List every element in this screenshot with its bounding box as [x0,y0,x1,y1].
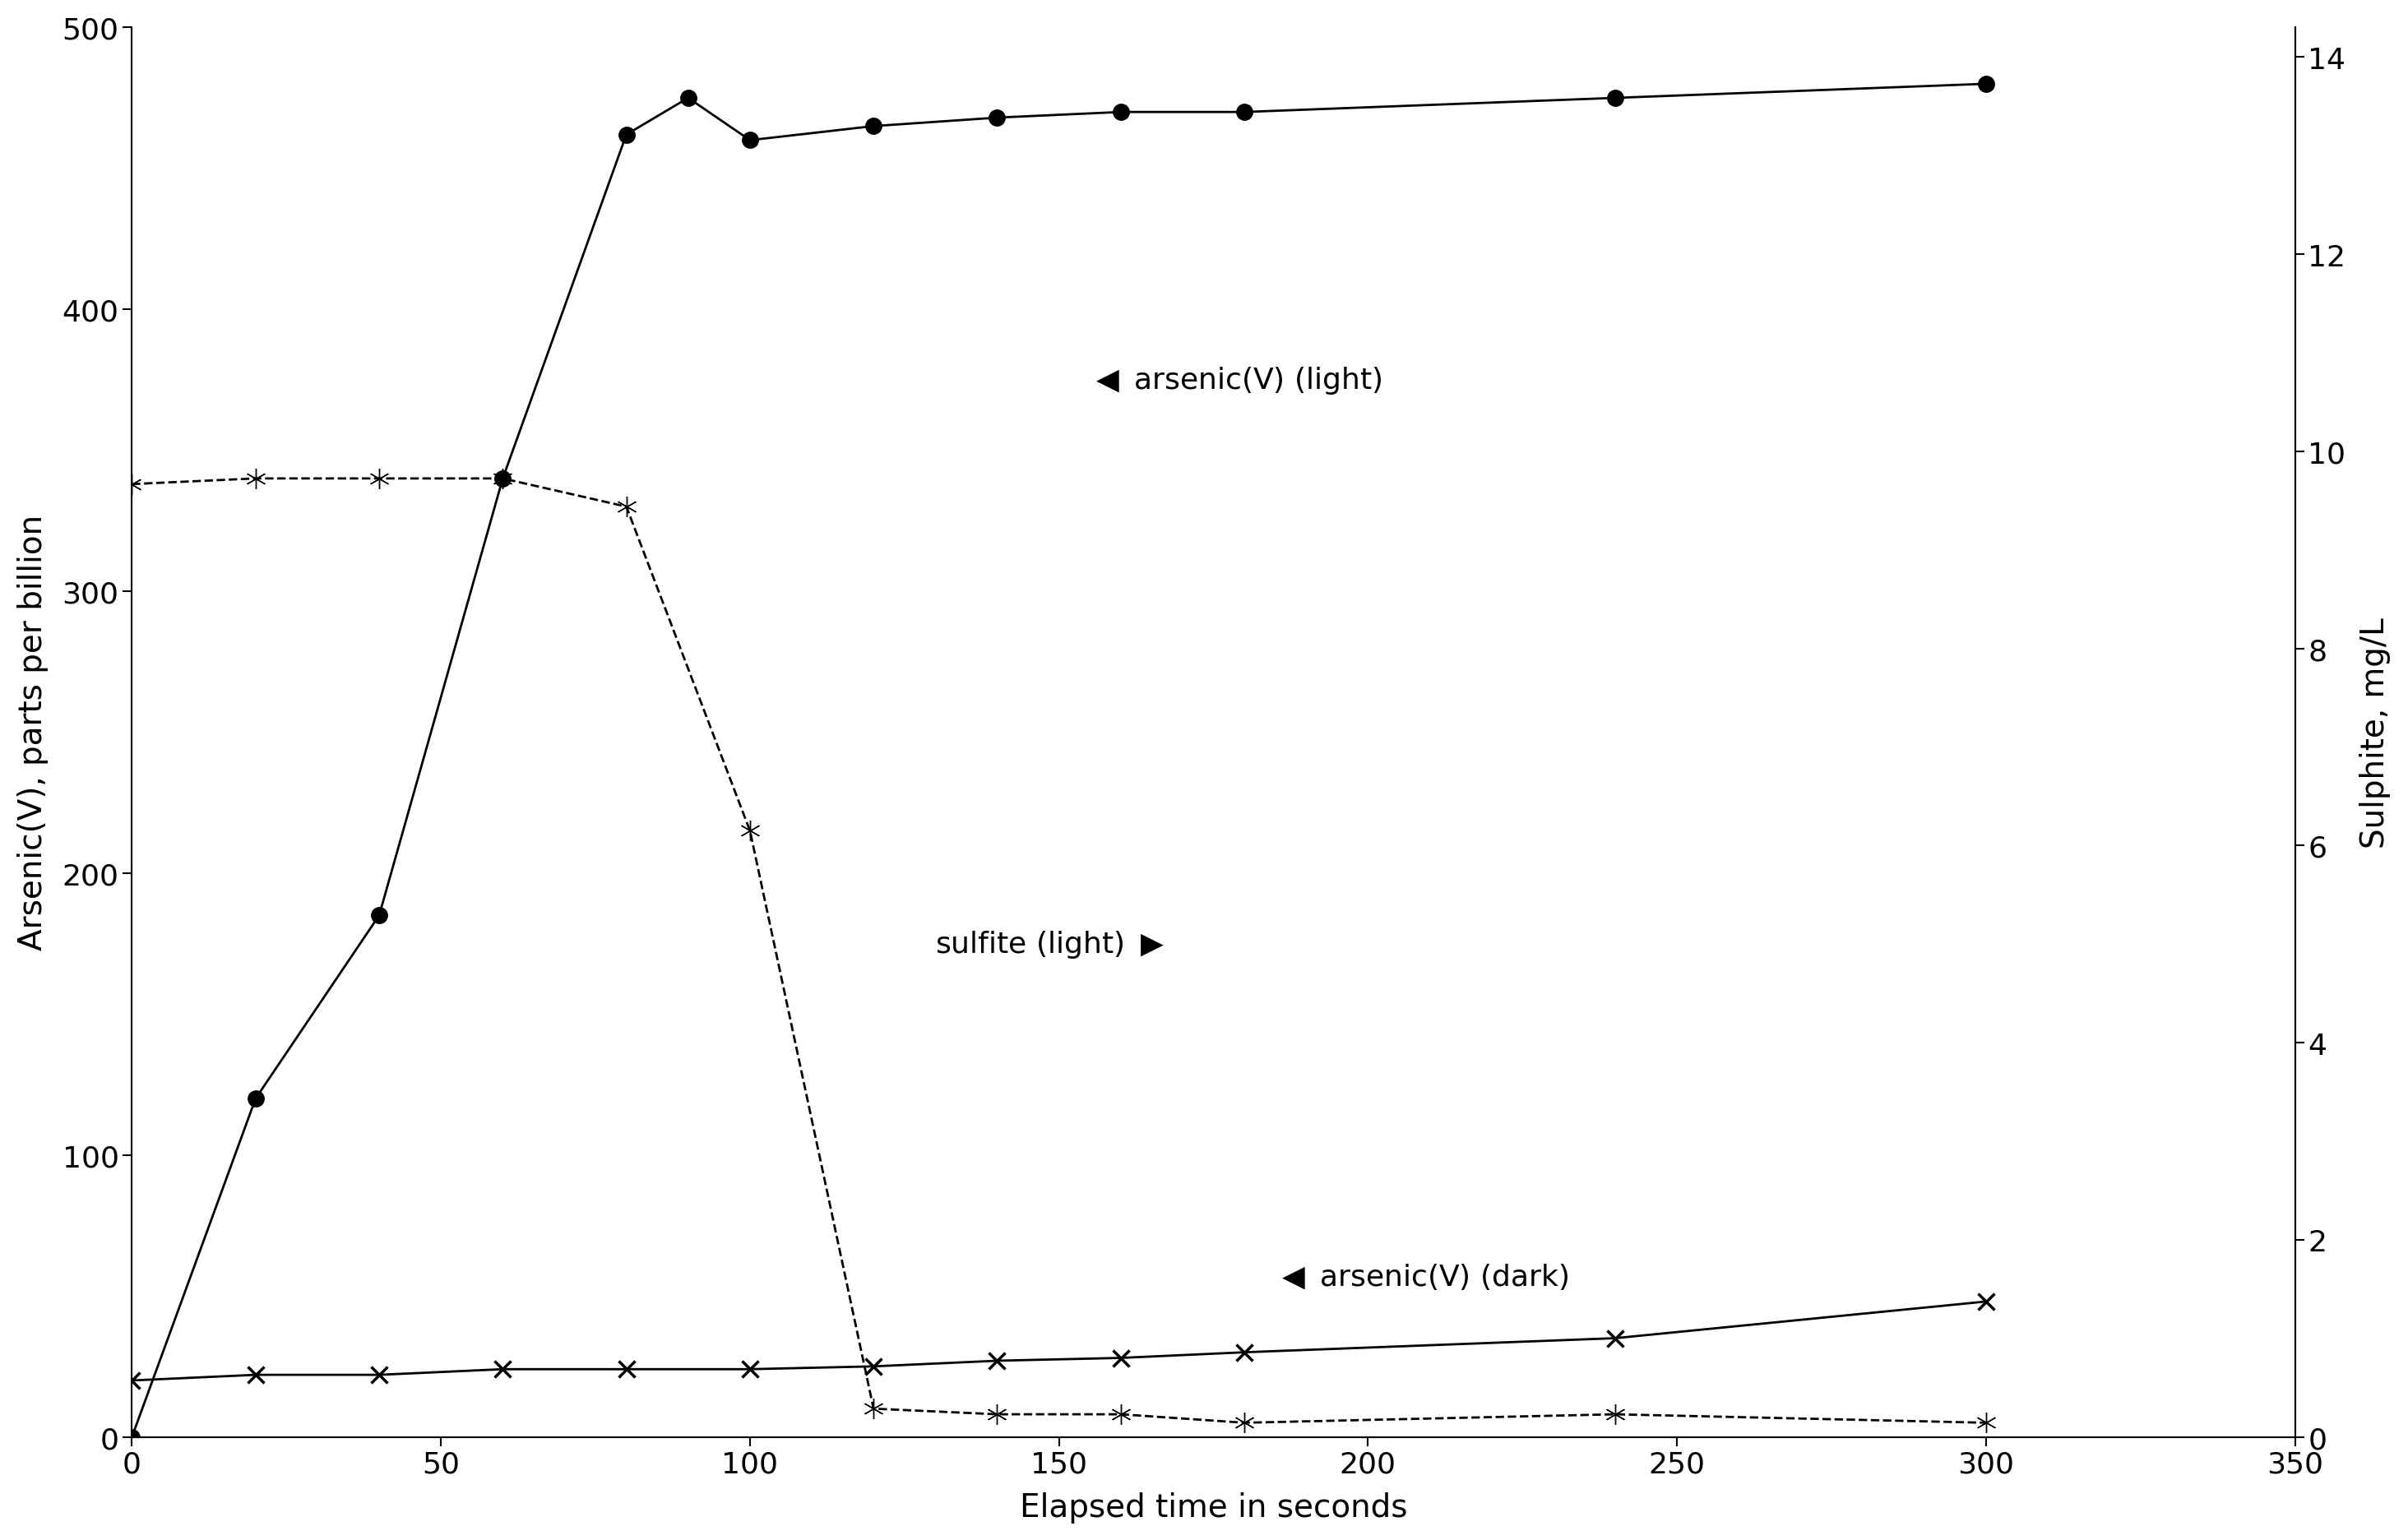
X-axis label: Elapsed time in seconds: Elapsed time in seconds [1019,1492,1406,1523]
Text: $\blacktriangleleft$ arsenic(V) (dark): $\blacktriangleleft$ arsenic(V) (dark) [1276,1261,1568,1291]
Y-axis label: Sulphite, mg/L: Sulphite, mg/L [2360,618,2391,849]
Text: $\blacktriangleleft$ arsenic(V) (light): $\blacktriangleleft$ arsenic(V) (light) [1091,365,1382,396]
Text: sulfite (light) $\blacktriangleright$: sulfite (light) $\blacktriangleright$ [934,929,1165,959]
Y-axis label: Arsenic(V), parts per billion: Arsenic(V), parts per billion [17,514,48,950]
